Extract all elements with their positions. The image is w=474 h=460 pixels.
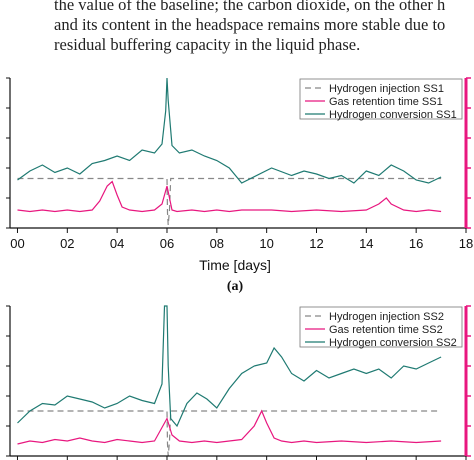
x-tick-label: 02 (60, 236, 74, 251)
paragraph-line-3: residual buffering capacity in the liqui… (54, 35, 361, 54)
x-tick-label: 04 (110, 236, 124, 251)
series-line-1-2 (17, 180, 442, 213)
chart-panel-1: 00 02 04 06 08 10 12 14 16 18 Time [days] (a) Hydrog… (6, 77, 473, 294)
legend-label: Hydrogen conversion SS2 (329, 337, 457, 349)
x-tick-label: 06 (160, 236, 174, 251)
x-tick-label: 18 (459, 236, 473, 251)
legend-box (299, 306, 463, 348)
paragraph-line-1: the value of the baseline; the carbon di… (54, 0, 446, 14)
series-line-2-2 (17, 409, 442, 445)
x-tick-label: 08 (210, 236, 224, 251)
x-tick-label: 14 (359, 236, 373, 251)
legend-box (299, 78, 463, 120)
series-line-2-3 (17, 305, 442, 428)
legend-label: Hydrogen injection SS2 (329, 311, 444, 323)
series-line-1-3 (17, 77, 442, 184)
legend-label: Gas retention time SS1 (329, 96, 443, 108)
paragraph-line-2: and its content in the headspace remains… (54, 15, 446, 34)
legend-label: Hydrogen conversion SS1 (329, 109, 457, 121)
series-line-1-1 (17, 177, 442, 226)
panel-label: (a) (227, 279, 244, 294)
x-axis-label: Time [days] (199, 257, 271, 273)
x-tick-label: 00 (10, 236, 24, 251)
legend-label: Gas retention time SS2 (329, 324, 443, 336)
series-line-2-1 (17, 410, 442, 456)
x-tick-label: 12 (309, 236, 323, 251)
legend-label: Hydrogen injection SS1 (329, 83, 444, 95)
x-tick-label: 10 (259, 236, 273, 251)
x-tick-label: 16 (409, 236, 423, 251)
